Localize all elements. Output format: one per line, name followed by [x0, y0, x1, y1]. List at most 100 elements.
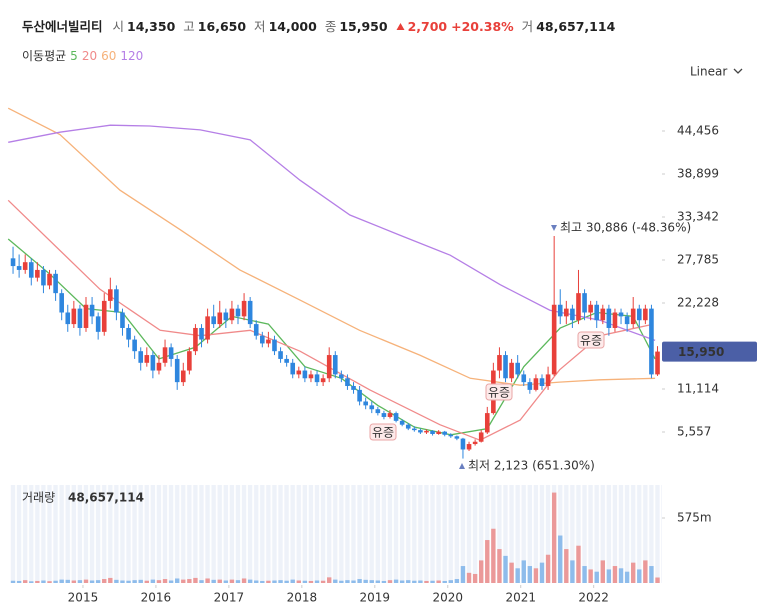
- quote-label: 저: [254, 19, 266, 34]
- candle-body: [369, 405, 375, 410]
- candle-body: [643, 308, 648, 321]
- volume-bar: [503, 555, 508, 583]
- volume-bar: [284, 580, 289, 583]
- candle-body: [478, 432, 484, 442]
- candle-body: [65, 312, 71, 325]
- chevron[interactable]: [733, 68, 743, 74]
- volume-bar: [515, 568, 520, 583]
- volume-bar: [509, 562, 514, 583]
- x-tick-label: 2017: [214, 591, 245, 605]
- volume-bar: [491, 528, 496, 583]
- candle-body: [41, 269, 46, 286]
- candle-body: [180, 370, 186, 383]
- volume-bar: [53, 580, 58, 583]
- volume-bar: [150, 579, 156, 583]
- candle-body: [630, 308, 636, 325]
- candle-body: [582, 293, 587, 313]
- volume-bar: [162, 579, 168, 583]
- candle-body: [533, 378, 539, 390]
- candle-body: [132, 339, 137, 352]
- candle-body: [235, 308, 241, 317]
- y-tick-label: 22,228: [677, 295, 719, 309]
- candle-body: [399, 420, 405, 425]
- volume-bar: [393, 579, 399, 583]
- candle-body: [618, 312, 624, 317]
- volume-bar: [558, 535, 563, 583]
- volume-bar: [278, 580, 283, 583]
- candle-body: [71, 308, 77, 325]
- legend-entry: 120: [120, 49, 144, 63]
- price-plot: [7, 107, 660, 459]
- volume-bar: [570, 560, 575, 583]
- volume-bar: [357, 579, 362, 583]
- volume-bar: [631, 562, 636, 583]
- candle-body: [16, 266, 22, 270]
- candle-body: [253, 324, 259, 336]
- volume-bar: [643, 560, 648, 583]
- high-label: 최고 30,886 (-48.36%): [560, 221, 691, 235]
- candle-body: [484, 413, 490, 433]
- candle-body: [448, 434, 454, 437]
- candle-body: [442, 431, 448, 435]
- up-arrow: [396, 23, 405, 30]
- candle-body: [247, 300, 253, 325]
- legend: 이동평균 5 20 60 120: [22, 47, 147, 64]
- candle-body: [108, 289, 113, 301]
- legend-entry: 20: [81, 49, 98, 63]
- candle-body: [655, 351, 660, 375]
- volume-bar: [479, 560, 484, 583]
- candle-body: [266, 339, 271, 344]
- candle-body: [211, 316, 216, 325]
- candle-body: [290, 362, 296, 375]
- quote-value: 15,950: [339, 19, 388, 34]
- volume-bar: [102, 579, 107, 583]
- volume-last: 48,657,114: [68, 491, 144, 505]
- volume-bar: [430, 580, 435, 583]
- volume-bar: [211, 579, 216, 583]
- x-tick-label: 2015: [68, 591, 99, 605]
- candle-body: [539, 378, 545, 387]
- candle-body: [527, 382, 533, 390]
- candle-body: [150, 355, 156, 371]
- volume-bar: [187, 579, 192, 583]
- candle-body: [551, 304, 557, 375]
- legend-title: 이동평균: [22, 49, 67, 63]
- low-marker: [459, 463, 465, 469]
- volume-bar: [290, 579, 295, 583]
- legend-entry: 5: [70, 49, 78, 63]
- candle-body: [223, 312, 229, 321]
- volume-bar: [606, 569, 612, 583]
- volume-bar: [89, 580, 95, 583]
- moving-average: [8, 124, 656, 342]
- quote-label: 시: [112, 19, 125, 34]
- candle-body: [156, 362, 162, 371]
- x-tick-label: 2018: [287, 591, 318, 605]
- candle-body: [509, 362, 514, 379]
- candle-body: [576, 293, 581, 321]
- quote-header: 두산에너빌리티 시 14,350 고 16,650 저 14,000 종 15,950 2,700…: [22, 16, 623, 35]
- volume-bar: [23, 580, 28, 583]
- volume-bar: [345, 580, 350, 583]
- annotation: 유증: [488, 386, 510, 400]
- change: 2,700: [407, 19, 448, 34]
- volume-tick-label: 575m: [677, 511, 712, 525]
- y-tick-label: 11,114: [677, 381, 719, 395]
- volume-bar: [624, 571, 630, 583]
- volume-bar: [582, 566, 587, 583]
- scale-mode[interactable]: Linear: [690, 65, 727, 79]
- annotation-box: [577, 331, 605, 349]
- candle-body: [314, 374, 320, 383]
- volume-plot: [10, 492, 660, 583]
- x-tick-label: 2019: [360, 591, 391, 605]
- volume-bar: [266, 580, 271, 583]
- candle-body: [521, 374, 527, 383]
- volume-bar: [120, 580, 125, 583]
- candle-body: [332, 355, 338, 375]
- candle-body: [515, 362, 520, 375]
- volume-bar: [217, 579, 222, 583]
- volume-bar: [108, 577, 113, 583]
- annotation-box: [485, 383, 513, 401]
- volume-bar: [138, 579, 143, 583]
- candle-body: [229, 308, 235, 321]
